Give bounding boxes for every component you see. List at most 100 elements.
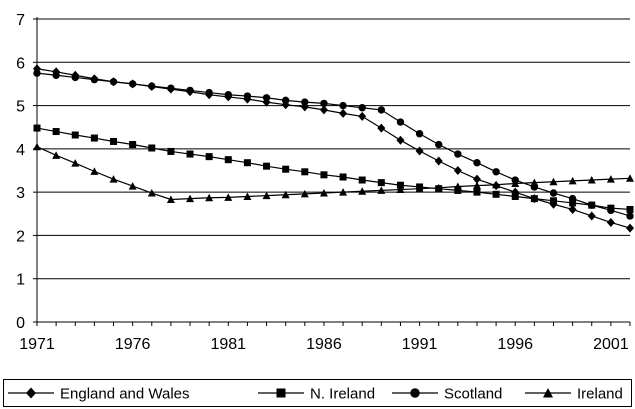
data-point [262,191,271,200]
data-point [626,205,634,213]
legend-entry: England and Wales [8,386,190,403]
data-point [263,162,271,170]
gridlines [37,18,630,280]
data-point [396,185,405,194]
data-point [377,106,386,114]
data-point [52,128,60,136]
data-point [186,194,195,203]
data-point [281,190,290,199]
data-point [396,118,405,126]
data-point [320,171,328,179]
data-point [415,146,424,156]
data-point [607,206,615,215]
data-point [473,159,481,167]
data-point [320,99,328,108]
x-tick-label: 1971 [19,336,55,353]
data-point [243,192,252,200]
data-point [568,204,577,214]
legend-label: Ireland [577,386,623,403]
data-point [282,165,290,173]
data-point [492,190,500,198]
data-point [301,168,309,176]
data-point [454,186,462,194]
data-point [110,137,118,145]
data-point [262,94,271,102]
data-point [186,150,194,158]
data-point [205,88,213,97]
y-tick-label: 1 [16,272,25,289]
data-point [33,142,41,151]
legend-marker [26,387,36,399]
data-point [319,189,328,197]
data-point [339,188,348,196]
data-point [166,195,175,204]
data-point [587,211,596,221]
data-point [569,199,577,207]
y-tick-label: 2 [16,228,25,245]
data-point [530,178,539,187]
data-point [281,96,290,105]
data-point [377,179,385,187]
data-point [434,183,443,192]
data-point [300,189,309,198]
y-tick-label: 3 [16,185,25,202]
data-point [530,195,538,203]
data-point [319,105,328,115]
legend-marker [543,388,553,398]
data-point [224,156,232,164]
x-tick-label: 1976 [115,336,151,353]
x-tick-label: 1996 [497,336,533,353]
data-point [52,151,61,159]
data-point [549,189,558,197]
x-tick-label: 2001 [593,336,629,353]
data-point [109,78,118,86]
data-point [243,92,252,100]
series-scotland [33,69,634,220]
data-point [453,166,462,175]
series-layer [33,64,634,233]
axes [33,17,631,326]
data-point [511,179,520,187]
y-tick-label: 7 [16,12,25,29]
data-point [205,193,214,202]
y-tick-label: 5 [16,99,25,116]
data-point [129,141,137,149]
data-point [415,184,424,193]
legend-label: N. Ireland [310,386,375,403]
x-tick-label: 1986 [306,336,342,353]
data-point [148,144,156,152]
data-point [205,153,213,161]
data-point [71,73,79,82]
data-point [415,130,424,138]
data-point [224,91,232,99]
data-point [71,131,79,139]
data-point [33,124,41,132]
data-point [549,197,557,205]
data-point [243,159,251,167]
data-point [606,175,615,183]
x-tick-label: 1991 [402,336,438,353]
data-point [606,217,615,227]
data-point [588,201,596,209]
series-line [36,146,631,201]
legend-entry: N. Ireland [258,386,375,403]
data-point [358,111,367,121]
data-point [339,108,348,118]
data-point [454,150,462,158]
data-point [358,104,366,112]
legend-entry: Scotland [392,386,502,403]
data-point [358,176,366,184]
y-tick-label: 6 [16,55,25,72]
data-point [626,223,634,233]
x-tick-labels: 1971 1976 1981 1986 1991 1996 2001 [19,336,629,353]
data-point [377,123,386,133]
data-point [626,174,634,182]
x-tick-label: 1981 [210,336,246,353]
legend-marker [410,388,420,398]
data-point [339,101,347,110]
series-ireland [33,142,634,204]
data-point [339,173,347,181]
data-point [377,186,386,194]
data-point [358,187,367,195]
